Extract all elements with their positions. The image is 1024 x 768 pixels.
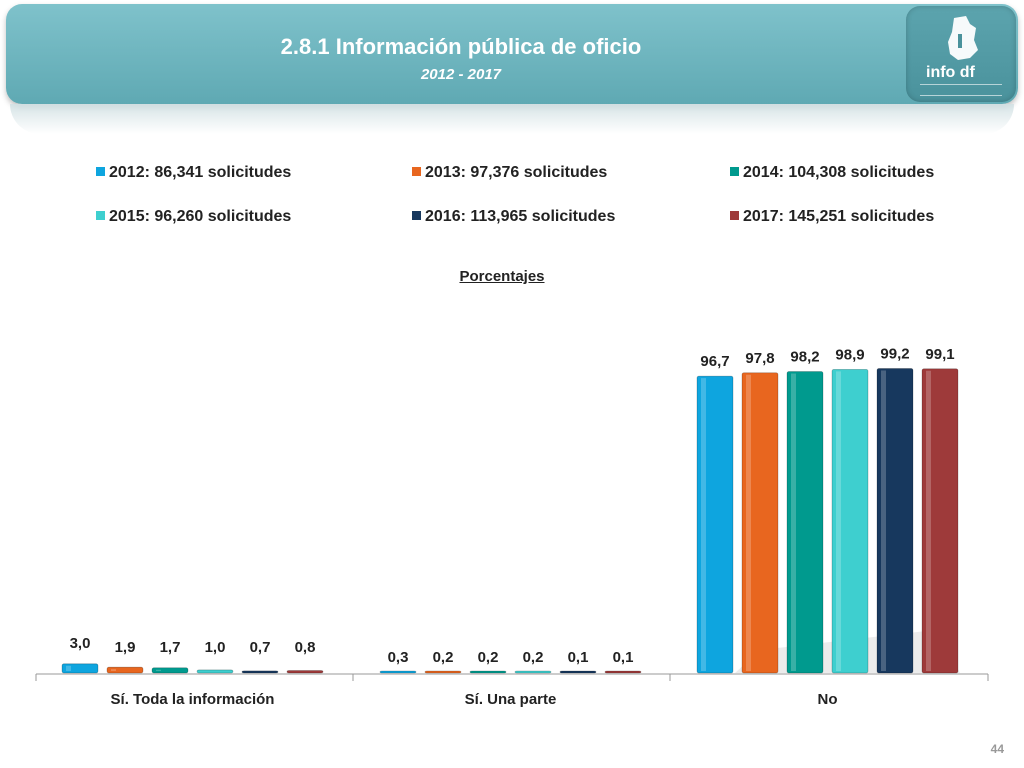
legend-item: 2017: 145,251 solicitudes [730,208,934,226]
page-number: 44 [990,742,1004,756]
legend-item: 2015: 96,260 solicitudes [96,208,291,226]
bar-highlight [156,669,161,671]
data-label: 0,1 [613,649,634,666]
data-label: 0,2 [523,649,544,666]
bar-highlight [66,665,71,671]
data-label: 1,7 [160,639,181,656]
legend-swatch [730,167,739,176]
infodf-logo: info df [906,6,1016,102]
data-label: 0,1 [568,649,589,666]
legend-item: 2014: 104,308 solicitudes [730,164,934,182]
legend-swatch [412,211,421,220]
legend-label: 2015: 96,260 solicitudes [109,208,292,225]
data-label: 0,8 [295,639,316,656]
bar-highlight [836,371,841,671]
legend-label: 2017: 145,251 solicitudes [743,208,935,225]
legend-label: 2012: 86,341 solicitudes [109,164,292,181]
bar-shadow [735,630,960,673]
legend-swatch [730,211,739,220]
bar [741,372,779,674]
bar [786,371,824,674]
bar [559,670,597,674]
legend-label: 2013: 97,376 solicitudes [425,164,608,181]
data-label: 1,0 [205,639,226,656]
legend-swatch [96,167,105,176]
header-banner: 2.8.1 Información pública de oficio 2012… [6,4,1018,104]
legend-swatch [96,211,105,220]
data-label: 96,7 [700,353,729,370]
legend-item: 2012: 86,341 solicitudes [96,164,291,182]
bar [241,670,279,674]
logo-map-icon [948,16,978,60]
category-label: No [818,691,838,708]
bar [604,670,642,674]
bar-highlight [111,669,116,671]
bar [921,368,959,674]
data-label: 99,2 [880,345,909,362]
data-label: 1,9 [115,639,136,656]
page-subtitle: 2012 - 2017 [420,66,502,83]
bar-highlight [926,370,931,671]
bar-highlight [881,370,886,671]
bar [469,670,507,674]
logo-text: info df [926,64,975,81]
bar [61,663,99,674]
data-label: 97,8 [745,350,774,367]
logo-caption-lines [920,84,1002,96]
bar [831,368,869,674]
bar-highlight [746,374,751,671]
bar-highlight [701,378,706,671]
bar [286,670,324,674]
category-label: Sí. Toda la información [111,691,275,708]
bar-highlight [791,373,796,671]
data-label: 0,2 [478,649,499,666]
bar [379,670,417,674]
chart-title: Porcentajes [459,268,545,285]
banner-shadow [10,104,1014,134]
legend-label: 2016: 113,965 solicitudes [425,208,616,225]
bar [196,669,234,674]
data-label: 3,0 [70,635,91,652]
data-label: 0,7 [250,639,271,656]
bar [876,368,914,674]
bar [106,666,144,674]
data-label: 0,3 [388,649,409,666]
legend-swatch [412,167,421,176]
page-title: 2.8.1 Información pública de oficio [280,34,642,59]
legend-item: 2016: 113,965 solicitudes [412,208,615,226]
bar [514,670,552,674]
data-label: 0,2 [433,649,454,666]
category-label: Sí. Una parte [465,691,557,708]
legend-label: 2014: 104,308 solicitudes [743,164,935,181]
legend-item: 2013: 97,376 solicitudes [412,164,607,182]
data-label: 98,9 [835,346,864,363]
bar [696,375,734,674]
data-label: 98,2 [790,349,819,366]
data-label: 99,1 [925,346,954,363]
bar [151,667,189,674]
bar [424,670,462,674]
